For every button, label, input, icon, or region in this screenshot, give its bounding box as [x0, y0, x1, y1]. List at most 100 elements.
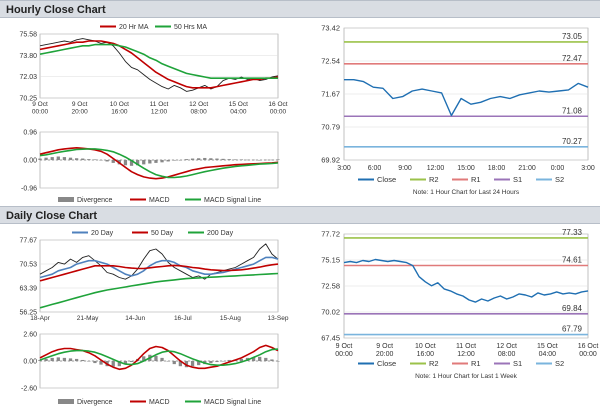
divergence-bar	[258, 356, 262, 361]
legend-close-label: Close	[377, 175, 396, 184]
x-tick-label: 15 Oct 04:00	[537, 343, 558, 358]
series-50-day	[39, 263, 279, 282]
legend-r1-label: R1	[471, 175, 481, 184]
x-tick-label: 15 Oct 04:00	[229, 101, 248, 116]
divergence-bar	[74, 358, 79, 361]
y-tick-label: 75.15	[321, 256, 340, 265]
divergence-bar	[136, 160, 140, 166]
y-tick-label: 0.00	[23, 359, 37, 366]
divergence-bar	[239, 358, 244, 361]
divergence-bar	[56, 357, 60, 361]
y-tick-label: 72.58	[321, 282, 340, 291]
level-label-r2: 77.33	[562, 228, 583, 237]
divergence-bar	[245, 159, 250, 161]
y-tick-label: 72.54	[321, 57, 340, 66]
legend-200-day-label: 200 Day	[207, 230, 234, 237]
level-label-s1: 69.84	[562, 304, 583, 313]
divergence-bar	[38, 359, 42, 361]
divergence-bar	[50, 357, 54, 361]
series-macd-signal-line	[39, 348, 279, 367]
series-close	[344, 79, 589, 117]
series-50-hrs-ma	[39, 43, 278, 80]
divergence-bar	[227, 359, 231, 361]
divergence-bar	[190, 361, 195, 367]
divergence-bar	[178, 160, 182, 161]
y-tick-label: 73.80	[19, 53, 37, 60]
series-close	[39, 243, 279, 280]
x-tick-label: 16 Oct 00:00	[578, 343, 599, 358]
legend-r1-label: R1	[471, 359, 481, 368]
hourly-pivot-chart: 73.42 72.54 71.67 70.79 69.92 73.05 72.47 71.08…	[321, 24, 595, 197]
series-macd-signal-line	[39, 148, 279, 179]
x-tick-label: 13-Sep	[268, 315, 289, 322]
divergence-bar	[184, 159, 189, 160]
x-tick-label: 12 Oct 08:00	[189, 101, 208, 116]
legend-divergence-label: Divergence	[77, 399, 113, 406]
divergence-bar	[44, 157, 48, 160]
x-tick-label: 18:00	[488, 165, 506, 172]
daily-macd-chart: 2.60 0.00 -2.60 Divergence MACD MACD Signal L…	[21, 332, 280, 406]
divergence-bar	[203, 157, 207, 160]
daily-section-title: Daily Close Chart	[0, 206, 600, 224]
divergence-bar	[239, 159, 244, 160]
divergence-bar	[251, 357, 256, 361]
y-tick-label: 0.00	[23, 158, 37, 165]
y-tick-label: 0.96	[23, 130, 37, 137]
divergence-bar	[68, 157, 73, 160]
legend-macd-label: MACD	[149, 197, 170, 204]
divergence-bar	[68, 358, 73, 361]
divergence-bar	[87, 159, 91, 160]
y-tick-label: 77.67	[19, 238, 37, 245]
y-tick-label: 70.79	[321, 123, 340, 132]
x-tick-label: 12 Oct 08:00	[496, 343, 517, 358]
divergence-bar	[93, 159, 97, 160]
divergence-bar	[197, 361, 201, 366]
x-tick-label: 3:00	[337, 165, 351, 172]
y-tick-label: 63.39	[19, 286, 37, 293]
hourly-price-chart: 75.58 73.80 72.03 70.259 Oct 00:00 9 Oct 20:00…	[19, 24, 287, 116]
x-tick-label: 9 Oct 00:00	[335, 343, 353, 358]
legend-macd-label: MACD	[149, 399, 170, 406]
y-tick-label: 69.92	[321, 156, 340, 165]
divergence-bar	[221, 361, 225, 362]
divergence-bar	[81, 158, 85, 160]
hourly-macd-chart: 0.96 0.00 -0.96 Divergence MACD MACD Signal L…	[21, 130, 280, 204]
divergence-bar	[148, 160, 152, 164]
level-label-s1: 71.08	[562, 106, 583, 115]
y-tick-label: 70.02	[321, 308, 340, 317]
divergence-bar	[233, 159, 237, 160]
divergence-bar	[123, 361, 128, 365]
level-label-r1: 72.47	[562, 54, 583, 63]
x-tick-label: 9 Oct 20:00	[376, 343, 394, 358]
divergence-bar	[99, 160, 103, 161]
series-20-day	[39, 256, 279, 279]
x-tick-label: 9 Oct 20:00	[72, 101, 89, 116]
y-tick-label: 75.58	[19, 32, 37, 39]
hourly-section-title: Hourly Close Chart	[0, 0, 600, 18]
divergence-bar	[166, 361, 170, 362]
legend-20-day-label: 20 Day	[91, 230, 114, 237]
x-tick-label: 16 Oct 00:00	[268, 101, 287, 116]
divergence-bar	[111, 361, 115, 367]
divergence-bar	[264, 159, 268, 161]
y-tick-label: -2.60	[21, 386, 37, 393]
divergence-bar	[215, 361, 219, 363]
divergence-bar	[62, 357, 67, 361]
divergence-bar	[215, 158, 219, 160]
legend-s1-label: S1	[513, 175, 522, 184]
x-tick-label: 21:00	[518, 165, 536, 172]
x-tick-label: 14-Jun	[125, 315, 145, 322]
chart-note: Note: 1 Hour Chart for Last 24 Hours	[413, 189, 520, 196]
divergence-bar	[270, 159, 274, 161]
divergence-bar	[209, 361, 213, 364]
x-tick-label: 9:00	[398, 165, 412, 172]
x-tick-label: 10 Oct 16:00	[110, 101, 129, 116]
legend-50-day-label: 50 Day	[151, 230, 174, 237]
divergence-bar	[154, 160, 158, 163]
legend-s1-label: S1	[513, 359, 522, 368]
y-tick-label: 73.42	[321, 24, 340, 33]
divergence-bar	[270, 359, 274, 361]
x-tick-label: 9 Oct 00:00	[32, 101, 49, 116]
legend-close-label: Close	[377, 359, 396, 368]
divergence-bar	[123, 160, 128, 166]
